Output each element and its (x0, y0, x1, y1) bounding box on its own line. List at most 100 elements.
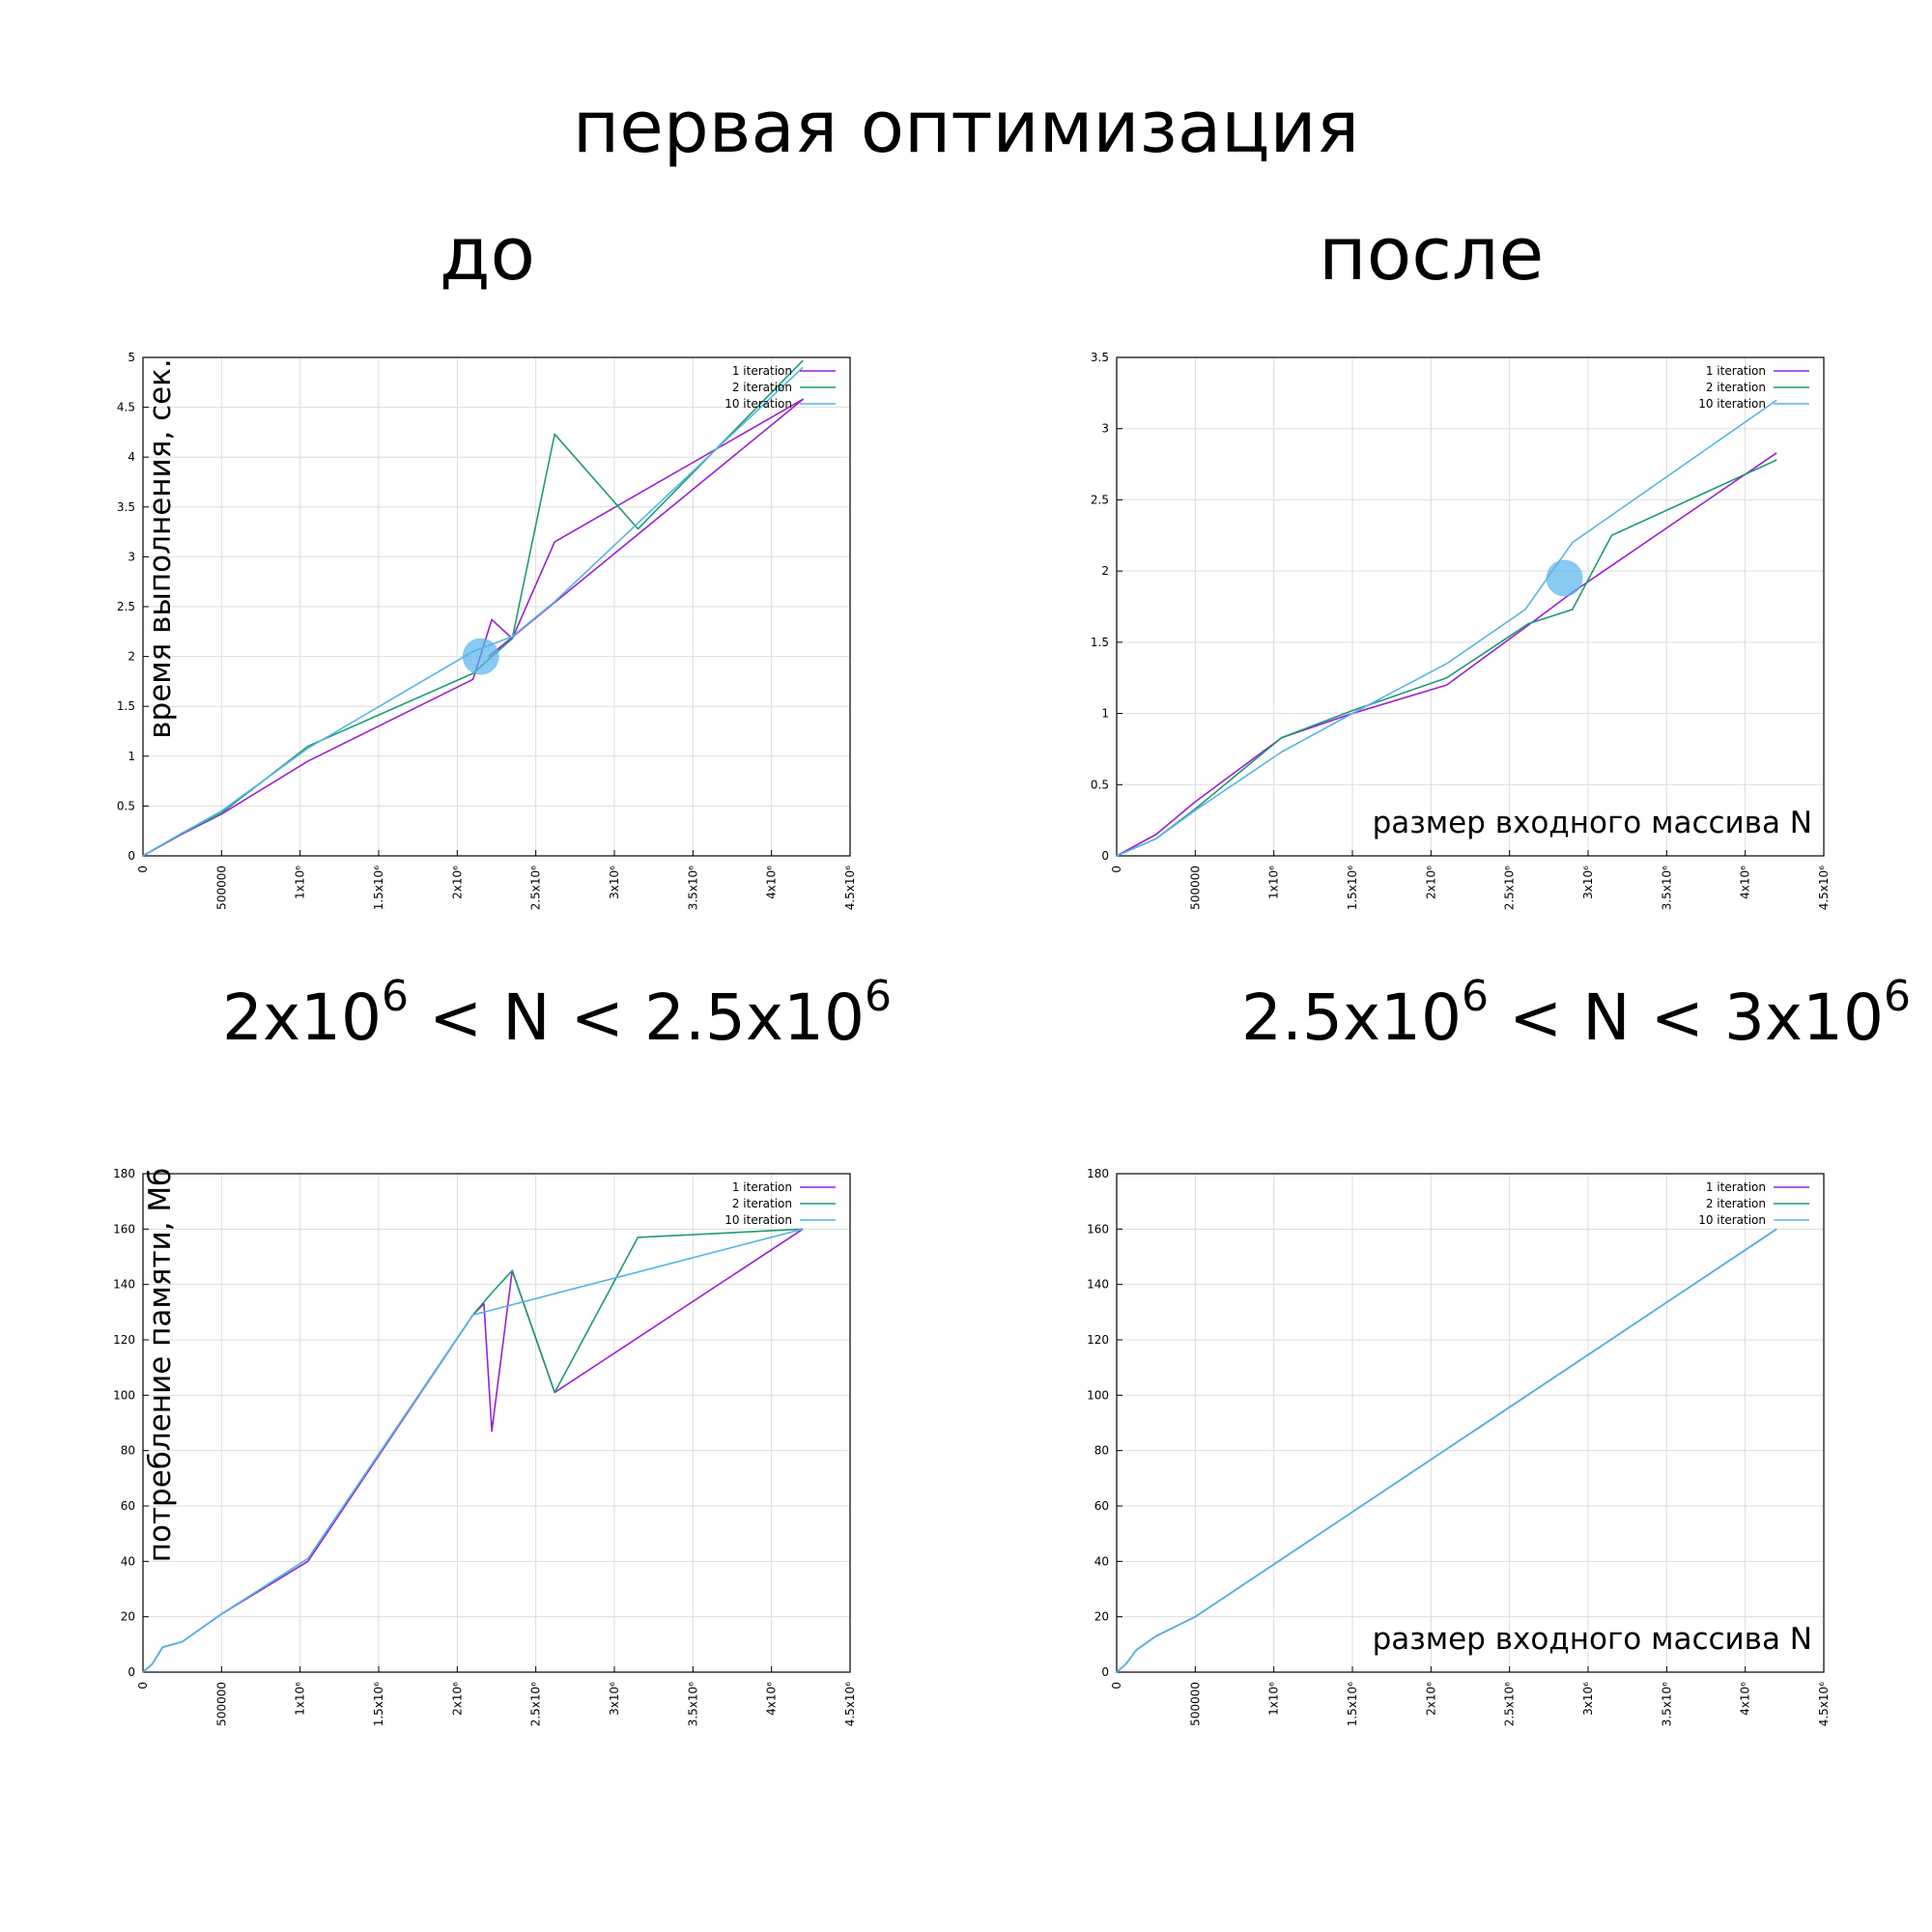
x-tick-label: 500000 (214, 1682, 228, 1726)
x-tick-label: 4x10⁶ (1739, 866, 1752, 899)
y-tick-label: 1 (128, 750, 135, 763)
y-tick-label: 80 (1094, 1444, 1109, 1458)
y-tick-label: 140 (113, 1278, 135, 1292)
y-tick-label: 4.5 (117, 401, 135, 414)
x-tick-label: 2.5x10⁶ (1503, 1682, 1517, 1726)
x-axis-label: размер входного массива N (1373, 1622, 1812, 1657)
range-after-mid: < N < 3x10 (1489, 980, 1884, 1055)
series-line-1-iteration (142, 398, 805, 857)
y-tick-label: 160 (1087, 1222, 1109, 1236)
y-tick-label: 3 (1101, 422, 1109, 436)
plot-frame (1116, 1173, 1825, 1673)
column-title-before: до (440, 211, 536, 297)
x-tick-label: 2.5x10⁶ (529, 866, 543, 910)
x-tick-label: 0 (136, 1682, 150, 1690)
range-before-a: 2x10 (222, 980, 383, 1055)
legend-label: 2 iteration (1706, 381, 1766, 394)
x-tick-label: 4.5x10⁶ (1817, 866, 1831, 910)
y-tick-label: 1.5 (117, 699, 135, 713)
y-tick-label: 60 (1094, 1499, 1109, 1513)
chart-time-after: 0 500000 1x10⁶ 1.5x10⁶ 2x10⁶ 2.5x10⁶ 3x10⁶ 3.5x… (1091, 351, 1831, 910)
y-tick-label: 80 (121, 1444, 135, 1458)
y-tick-label: 40 (1094, 1554, 1109, 1568)
chart-mem-before: 0 500000 1x10⁶ 1.5x10⁶ 2x10⁶ 2.5x10⁶ 3x10⁶ 3.5x… (113, 1167, 857, 1726)
y-tick-label: 3 (128, 550, 135, 563)
x-tick-label: 3x10⁶ (608, 1682, 621, 1716)
range-after-b-exp: 6 (1883, 972, 1911, 1021)
y-tick-label: 1 (1101, 707, 1109, 721)
x-tick-label: 3x10⁶ (1581, 1682, 1595, 1716)
y-tick-label: 180 (1087, 1167, 1109, 1180)
highlight-marker (462, 638, 499, 675)
legend-label: 2 iteration (1706, 1197, 1766, 1210)
series-line-1-iteration (1116, 452, 1777, 857)
x-tick-label: 1.5x10⁶ (1346, 866, 1359, 910)
x-tick-label: 3x10⁶ (1581, 866, 1595, 899)
x-axis-label: размер входного массива N (1373, 806, 1812, 840)
y-tick-label: 0 (128, 1665, 135, 1679)
y-axis-label: время выполнения, сек. (143, 358, 178, 739)
legend-label: 2 iteration (732, 381, 792, 394)
y-tick-label: 4 (128, 450, 135, 464)
y-tick-label: 20 (121, 1610, 135, 1624)
y-tick-label: 2 (1101, 564, 1109, 578)
y-tick-label: 160 (113, 1222, 135, 1236)
y-tick-label: 2.5 (1091, 493, 1109, 506)
plot-frame (142, 1173, 851, 1673)
y-tick-label: 5 (128, 351, 135, 364)
y-tick-label: 3.5 (117, 500, 135, 514)
x-tick-label: 3.5x10⁶ (686, 866, 699, 910)
y-tick-label: 20 (1094, 1610, 1109, 1624)
x-tick-label: 1.5x10⁶ (372, 866, 385, 910)
legend-label: 1 iteration (732, 364, 792, 378)
series-line-10-iteration (142, 366, 804, 857)
x-tick-label: 0 (1110, 866, 1123, 873)
x-tick-label: 3.5x10⁶ (1660, 866, 1673, 910)
y-axis-label: потребление памяти, Мб (143, 1168, 178, 1562)
y-tick-label: 140 (1087, 1278, 1109, 1292)
y-tick-label: 3.5 (1091, 351, 1109, 364)
range-after-a: 2.5x10 (1241, 980, 1463, 1055)
legend-label: 10 iteration (1698, 1213, 1766, 1227)
plot-frame (1116, 356, 1825, 857)
y-tick-label: 120 (113, 1333, 135, 1347)
x-tick-label: 3x10⁶ (608, 866, 621, 899)
plot-frame (142, 356, 851, 857)
x-tick-label: 1x10⁶ (294, 866, 307, 899)
range-after-a-exp: 6 (1462, 972, 1490, 1021)
range-before-b-exp: 6 (864, 972, 892, 1021)
y-tick-label: 0 (1101, 1665, 1109, 1679)
y-tick-label: 0 (128, 849, 135, 863)
y-tick-label: 0 (1101, 849, 1109, 863)
x-tick-label: 4x10⁶ (765, 866, 779, 899)
column-title-after: после (1319, 211, 1545, 297)
x-tick-label: 1x10⁶ (1267, 866, 1281, 899)
x-tick-label: 500000 (214, 866, 228, 910)
legend-label: 10 iteration (724, 1213, 792, 1227)
x-tick-label: 3.5x10⁶ (686, 1682, 699, 1726)
x-tick-label: 1x10⁶ (294, 1682, 307, 1716)
x-tick-label: 500000 (1188, 866, 1202, 910)
series-line-2-iteration (142, 359, 804, 857)
legend-label: 1 iteration (1706, 1180, 1766, 1194)
y-tick-label: 0.5 (117, 799, 135, 812)
y-tick-label: 180 (113, 1167, 135, 1180)
x-tick-label: 4.5x10⁶ (1817, 1682, 1831, 1726)
x-tick-label: 2x10⁶ (1424, 1682, 1437, 1716)
x-tick-label: 500000 (1188, 1682, 1202, 1726)
y-tick-label: 2.5 (117, 600, 135, 613)
series-line-10-iteration (1116, 1228, 1777, 1673)
range-before: 2x106 < N < 2.5x106 (222, 976, 892, 1050)
y-tick-label: 40 (121, 1554, 135, 1568)
series-line-10-iteration (142, 1228, 804, 1673)
range-before-mid: < N < 2.5x10 (409, 980, 865, 1055)
page-title: первая оптимизация (572, 86, 1360, 169)
y-tick-label: 100 (1087, 1388, 1109, 1402)
y-tick-label: 0.5 (1091, 778, 1109, 791)
x-tick-label: 1.5x10⁶ (372, 1682, 385, 1726)
x-tick-label: 4x10⁶ (765, 1682, 779, 1716)
x-tick-label: 2x10⁶ (1424, 866, 1437, 899)
x-tick-label: 4.5x10⁶ (843, 866, 857, 910)
x-tick-label: 2.5x10⁶ (529, 1682, 543, 1726)
